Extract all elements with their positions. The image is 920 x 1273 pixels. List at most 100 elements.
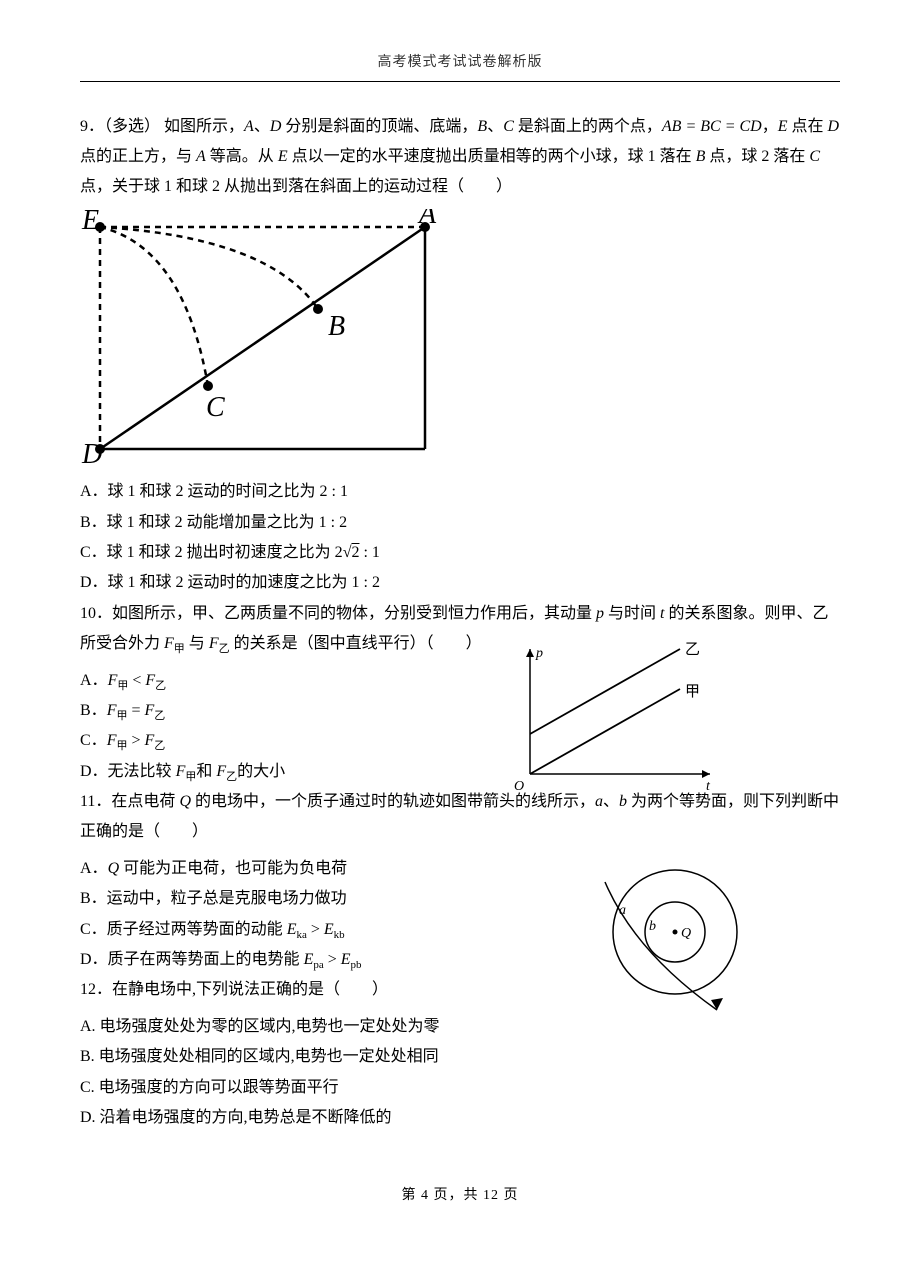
q11-a: a: [595, 793, 603, 810]
svg-text:D: D: [81, 439, 102, 464]
q11-text-c: 、: [603, 793, 619, 810]
q10-b-pre: B．: [80, 702, 107, 719]
q11-d-s2: pb: [351, 959, 362, 971]
q10-b-f2s: 乙: [154, 710, 165, 722]
q10-c-f1: F: [107, 732, 117, 749]
q9-tag: （多选）: [104, 118, 160, 135]
q10-b-f1s: 甲: [116, 710, 127, 722]
page-footer: 第 4 页，共 12 页: [80, 1183, 840, 1210]
q10-a-f1s: 甲: [117, 680, 128, 692]
q10-d-f1s: 甲: [185, 771, 196, 783]
q9-D: D: [270, 118, 282, 135]
q12-number: 12．: [80, 981, 112, 998]
svg-text:Q: Q: [681, 926, 691, 941]
q11-c-rel: >: [307, 921, 324, 938]
q10-c-pre: C．: [80, 732, 107, 749]
q10-c-f2: F: [145, 732, 155, 749]
q10-d-f2: F: [216, 763, 226, 780]
q9-opt-c: C．球 1 和球 2 抛出时初速度之比为 2√2 : 1: [80, 538, 840, 568]
q9-A2: A: [196, 148, 206, 165]
q12-opt-d: D. 沿着电场强度的方向,电势总是不断降低的: [80, 1103, 840, 1133]
q10-opt-a: A．F甲 < F乙: [80, 666, 840, 696]
q11-text-a: 在点电荷: [111, 793, 179, 810]
svg-text:b: b: [649, 919, 656, 934]
page-root: 高考模式考试试卷解析版 9．（多选） 如图所示，A、D 分别是斜面的顶端、底端，…: [0, 0, 920, 1250]
q10-F1a: F: [164, 635, 174, 652]
q9-text-l: 点，关于球 1 和球 2 从抛出到落在斜面上的运动过程（ ）: [80, 178, 512, 195]
q10-svg: Opt乙甲: [500, 639, 720, 804]
q9-text-j: 点以一定的水平速度抛出质量相等的两个小球，球 1 落在: [288, 148, 696, 165]
q9-B2: B: [696, 148, 706, 165]
q9-text-g: 点在: [788, 118, 828, 135]
q10-F1s: 甲: [174, 643, 185, 655]
q10-p: p: [596, 605, 604, 622]
question-11-block: 11．在点电荷 Q 的电场中，一个质子通过时的轨迹如图带箭头的线所示，a、b 为…: [80, 787, 840, 975]
q9-svg: E A D B C: [80, 209, 440, 464]
footer-total: 12: [483, 1188, 499, 1203]
q10-b-f2: F: [145, 702, 155, 719]
q11-d-s1: pa: [313, 959, 323, 971]
q11-d-rel: >: [324, 951, 341, 968]
question-11: 11．在点电荷 Q 的电场中，一个质子通过时的轨迹如图带箭头的线所示，a、b 为…: [80, 787, 840, 848]
q9-text-e: 是斜面上的两个点，: [514, 118, 662, 135]
q9-text-c: 分别是斜面的顶端、底端，: [281, 118, 477, 135]
q9-text-a: 如图所示，: [164, 118, 244, 135]
question-10: 10．如图所示，甲、乙两质量不同的物体，分别受到恒力作用后，其动量 p 与时间 …: [80, 599, 840, 660]
page-header: 高考模式考试试卷解析版: [80, 50, 840, 82]
footer-pre: 第: [402, 1188, 422, 1203]
svg-text:A: A: [417, 209, 437, 230]
q10-a-f2: F: [145, 672, 155, 689]
q10-opt-c: C．F甲 > F乙: [80, 726, 840, 756]
footer-suf: 页: [499, 1188, 519, 1203]
q11-a-text: 可能为正电荷，也可能为负电荷: [119, 860, 347, 877]
svg-text:乙: 乙: [685, 642, 700, 658]
q11-d-e2: E: [341, 951, 351, 968]
svg-text:C: C: [206, 392, 225, 423]
q9-text-b: 、: [254, 118, 270, 135]
q10-text-e: 的关系是（图中直线平行）（ ）: [230, 635, 482, 652]
q9-E2: E: [278, 148, 288, 165]
q10-F2s: 乙: [219, 643, 230, 655]
q9-opt-a: A．球 1 和球 2 运动的时间之比为 2 : 1: [80, 477, 840, 507]
q10-text-b: 与时间: [604, 605, 660, 622]
footer-mid: 页，共: [429, 1188, 483, 1203]
q11-b: b: [619, 793, 627, 810]
footer-n: 4: [421, 1188, 429, 1203]
q12-text: 在静电场中,下列说法正确的是（ ）: [112, 981, 388, 998]
q9-opt-c-post: : 1: [359, 544, 379, 561]
q10-a-f2s: 乙: [155, 680, 166, 692]
q10-d-mid: 和: [196, 763, 216, 780]
q11-d-e1: E: [304, 951, 314, 968]
q11-number: 11．: [80, 793, 111, 810]
q11-c-s2: kb: [334, 929, 345, 941]
q9-text-k: 点，球 2 落在: [705, 148, 809, 165]
q10-c-rel: >: [127, 732, 144, 749]
svg-text:B: B: [328, 311, 345, 342]
q10-d-suf: 的大小: [237, 763, 285, 780]
q10-F2a: F: [209, 635, 219, 652]
svg-text:E: E: [81, 209, 99, 236]
q10-c-f2s: 乙: [154, 740, 165, 752]
svg-text:a: a: [619, 903, 626, 918]
q11-a-pre: A．: [80, 860, 108, 877]
q9-E1: E: [778, 118, 788, 135]
q10-b-rel: =: [127, 702, 144, 719]
q10-d-pre: D．无法比较: [80, 763, 176, 780]
q10-c-f1s: 甲: [116, 740, 127, 752]
q10-d-f1: F: [176, 763, 186, 780]
q11-c-e2: E: [324, 921, 334, 938]
q10-text-a: 如图所示，甲、乙两质量不同的物体，分别受到恒力作用后，其动量: [112, 605, 596, 622]
q11-d-pre: D．质子在两等势面上的电势能: [80, 951, 304, 968]
q9-C2: C: [809, 148, 820, 165]
q9-A: A: [244, 118, 254, 135]
q11-a-Q: Q: [108, 860, 120, 877]
q10-a-pre: A．: [80, 672, 108, 689]
q11-svg: a b Q: [580, 852, 750, 1022]
q9-text-i: 等高。从: [206, 148, 278, 165]
q9-number: 9．: [80, 118, 104, 135]
q9-opt-c-pre: C．球 1 和球 2 抛出时初速度之比为 2: [80, 544, 343, 561]
q9-text-d: 、: [487, 118, 503, 135]
q10-b-f1: F: [107, 702, 117, 719]
question-9: 9．（多选） 如图所示，A、D 分别是斜面的顶端、底端，B、C 是斜面上的两个点…: [80, 112, 840, 203]
q11-text-b: 的电场中，一个质子通过时的轨迹如图带箭头的线所示，: [191, 793, 595, 810]
